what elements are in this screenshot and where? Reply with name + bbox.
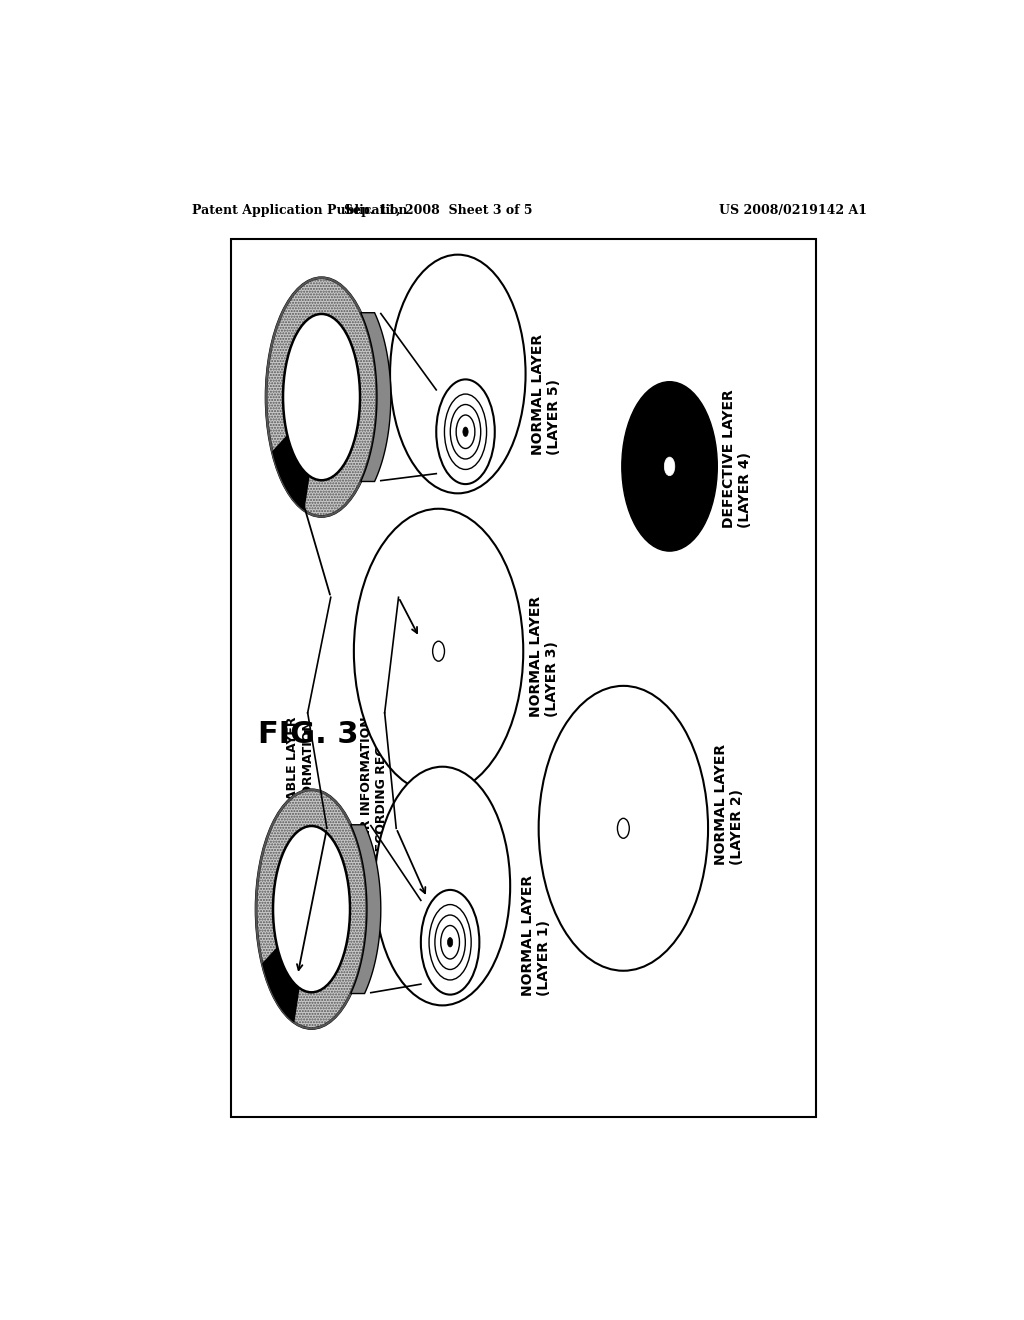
Ellipse shape [283,314,360,480]
Ellipse shape [256,789,367,1028]
Ellipse shape [432,642,444,661]
Text: Sep. 11, 2008  Sheet 3 of 5: Sep. 11, 2008 Sheet 3 of 5 [344,205,532,218]
Text: DEFECTIVE LAYER
(LAYER 4): DEFECTIVE LAYER (LAYER 4) [722,389,752,528]
Ellipse shape [622,381,717,552]
Ellipse shape [354,508,523,793]
Ellipse shape [421,890,479,995]
Bar [230,239,816,1117]
Text: LAYER INFORMATION
RECORDING REGION: LAYER INFORMATION RECORDING REGION [359,717,388,863]
Text: USABLE LAYER
INFORMATION: USABLE LAYER INFORMATION [286,717,314,820]
Text: NORMAL LAYER
(LAYER 1): NORMAL LAYER (LAYER 1) [521,874,551,995]
Polygon shape [350,825,381,994]
Ellipse shape [447,937,453,946]
Ellipse shape [273,826,350,993]
Ellipse shape [617,818,630,838]
Ellipse shape [390,255,525,494]
Ellipse shape [463,428,468,437]
Ellipse shape [436,379,495,484]
Text: US 2008/0219142 A1: US 2008/0219142 A1 [719,205,866,218]
Text: Patent Application Publication: Patent Application Publication [193,205,408,218]
Polygon shape [262,946,300,1023]
Ellipse shape [665,457,675,475]
Ellipse shape [266,277,377,516]
Text: NORMAL LAYER
(LAYER 5): NORMAL LAYER (LAYER 5) [531,334,561,455]
Text: NORMAL LAYER
(LAYER 2): NORMAL LAYER (LAYER 2) [714,743,744,865]
Ellipse shape [539,686,708,970]
Text: FIG. 3: FIG. 3 [258,719,358,748]
Ellipse shape [375,767,510,1006]
Text: NORMAL LAYER
(LAYER 3): NORMAL LAYER (LAYER 3) [528,595,559,717]
Polygon shape [272,434,309,511]
Polygon shape [360,313,391,482]
